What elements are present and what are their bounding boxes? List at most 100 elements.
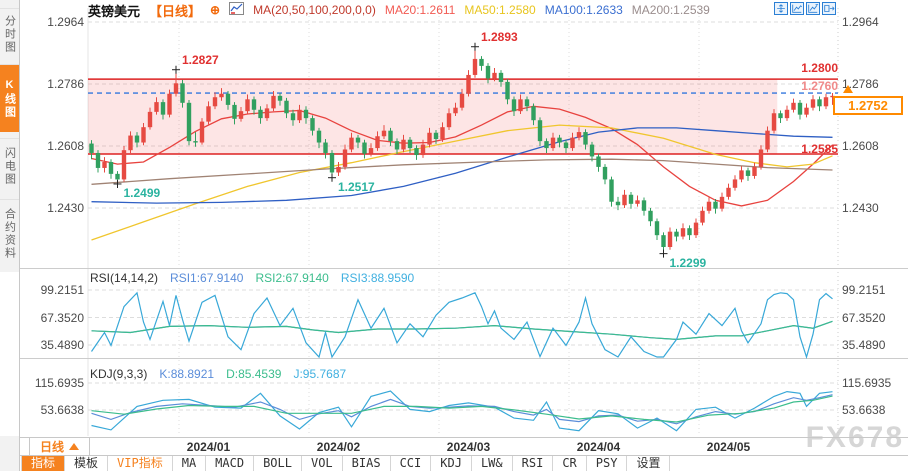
- candle-body: [752, 166, 757, 176]
- candle-body: [817, 99, 822, 107]
- candle-body: [316, 130, 322, 143]
- candle-body: [557, 137, 562, 143]
- toolbar-tab-14[interactable]: PSY: [587, 456, 628, 471]
- toolbar-tab-8[interactable]: BIAS: [343, 456, 391, 471]
- toolbar-tab-4[interactable]: MA: [173, 456, 207, 471]
- candle-body: [492, 72, 497, 79]
- crosshair-move-icon[interactable]: [774, 2, 788, 15]
- candle-body: [453, 107, 458, 114]
- toolbar-tab-2[interactable]: 模板: [65, 456, 109, 471]
- kdj-d-value: D:85.4539: [226, 367, 282, 381]
- level-label: 1.2760: [801, 79, 838, 94]
- price-tick-left: 1.2786: [47, 76, 84, 91]
- series-line: [91, 127, 833, 204]
- period-selector[interactable]: 日线: [29, 438, 90, 455]
- candle-body: [271, 95, 276, 109]
- candle-body: [622, 194, 627, 206]
- current-price-badge: 1.2752: [833, 96, 903, 115]
- candle-body: [368, 148, 374, 154]
- toolbar-tab-15[interactable]: 设置: [627, 456, 671, 471]
- toolbar-tab-1[interactable]: 指标: [21, 456, 66, 471]
- chart-toolbar-icons: [774, 2, 836, 15]
- price-tick-right: 1.2964: [842, 15, 879, 29]
- price-annotation: 1.2299: [669, 255, 707, 270]
- candle-body: [661, 235, 666, 248]
- export-chart-icon[interactable]: [822, 2, 836, 15]
- toolbar-tab-12[interactable]: RSI: [513, 456, 554, 471]
- candle-body: [160, 102, 166, 115]
- candle-body: [349, 137, 354, 150]
- candle-body: [518, 99, 523, 112]
- candle-body: [654, 221, 660, 236]
- rsi-header: RSI(14,14,2) RSI1:67.9140 RSI2:67.9140 R…: [90, 271, 414, 285]
- kdj-header: KDJ(9,3,3) K:88.8921 D:85.4539 J:95.7687: [90, 367, 346, 381]
- toolbar-tab-6[interactable]: BOLL: [254, 456, 302, 471]
- candle-body: [108, 162, 114, 174]
- dropdown-up-icon: [69, 443, 79, 450]
- chart-type-sidebar: 分时图 K线图闪电图合约资料: [0, 0, 20, 471]
- candle-body: [485, 65, 491, 79]
- candle-body: [771, 113, 777, 131]
- candle-body: [303, 109, 309, 119]
- candle-body: [225, 93, 231, 105]
- chart-style-icon[interactable]: [229, 2, 245, 18]
- rsi2-value: RSI2:67.9140: [255, 271, 329, 285]
- candle-body: [128, 135, 133, 151]
- candle-body: [732, 179, 738, 188]
- toolbar-tab-5[interactable]: MACD: [206, 456, 255, 471]
- candle-body: [219, 93, 224, 98]
- add-indicator-icon[interactable]: ⊕: [210, 3, 221, 17]
- sidebar-tab-2[interactable]: K线图: [0, 64, 19, 132]
- rsi1-value: RSI1:67.9140: [170, 271, 244, 285]
- candle-body: [719, 196, 725, 209]
- price-annotation: 1.2827: [182, 52, 219, 67]
- toolbar-tab-9[interactable]: CCI: [391, 456, 432, 471]
- series-line: [91, 320, 833, 341]
- price-up-arrow-icon: [843, 85, 853, 93]
- series-line: [91, 390, 833, 432]
- rsi-tick-right: 99.2151: [842, 283, 886, 297]
- ma-settings-label: MA(20,50,100,200,0,0): [253, 3, 376, 17]
- toolbar-tab-11[interactable]: LW&: [472, 456, 513, 471]
- month-label: 2024/02: [316, 440, 361, 454]
- candle-body: [648, 210, 653, 222]
- toolbar-tab-10[interactable]: KDJ: [431, 456, 472, 471]
- kdj-tick-left: 115.6935: [34, 376, 84, 390]
- candle-body: [479, 58, 484, 66]
- sidebar-tab-3[interactable]: 闪电图: [0, 138, 19, 193]
- main-chart-canvas[interactable]: [0, 0, 908, 456]
- candle-body: [95, 152, 101, 168]
- period-selector-label: 日线: [39, 440, 64, 454]
- candle-body: [765, 130, 770, 150]
- price-tick-right: 1.2430: [842, 200, 879, 215]
- candle-body: [180, 83, 185, 103]
- candle-body: [355, 137, 361, 143]
- sidebar-tab-1[interactable]: 分时图: [0, 8, 19, 60]
- series-line: [91, 320, 833, 341]
- candle-body: [362, 142, 367, 154]
- rsi-tick-left: 99.2151: [40, 283, 84, 297]
- kdj-tick-right: 53.6638: [842, 403, 886, 417]
- candle-body: [115, 173, 120, 180]
- indicator-toolbar: 指标 模板 VIP指标 MA MACD BOLL VOL BIAS CCI KDJ LW& RSI CR…: [20, 456, 908, 471]
- kdj-tick-left: 53.6638: [40, 403, 84, 417]
- candle-body: [147, 111, 153, 128]
- candle-body: [524, 99, 530, 107]
- candle-body: [199, 121, 205, 143]
- scale-right-icon[interactable]: [806, 2, 820, 15]
- candle-body: [102, 162, 107, 168]
- toolbar-tab-3[interactable]: VIP指标: [108, 456, 173, 471]
- toolbar-tab-13[interactable]: CR: [553, 456, 587, 471]
- candle-body: [297, 109, 302, 121]
- candle-body: [745, 170, 751, 176]
- candle-body: [212, 97, 218, 107]
- toolbar-tab-7[interactable]: VOL: [302, 456, 343, 471]
- scale-left-icon[interactable]: [790, 2, 804, 15]
- level-label: 1.2800: [801, 61, 838, 76]
- candle-body: [706, 201, 712, 211]
- candle-body: [583, 132, 588, 145]
- sidebar-tab-4[interactable]: 合约资料: [0, 199, 19, 267]
- candle-body: [89, 143, 94, 153]
- month-label: 2024/05: [706, 440, 751, 454]
- candle-body: [420, 144, 426, 156]
